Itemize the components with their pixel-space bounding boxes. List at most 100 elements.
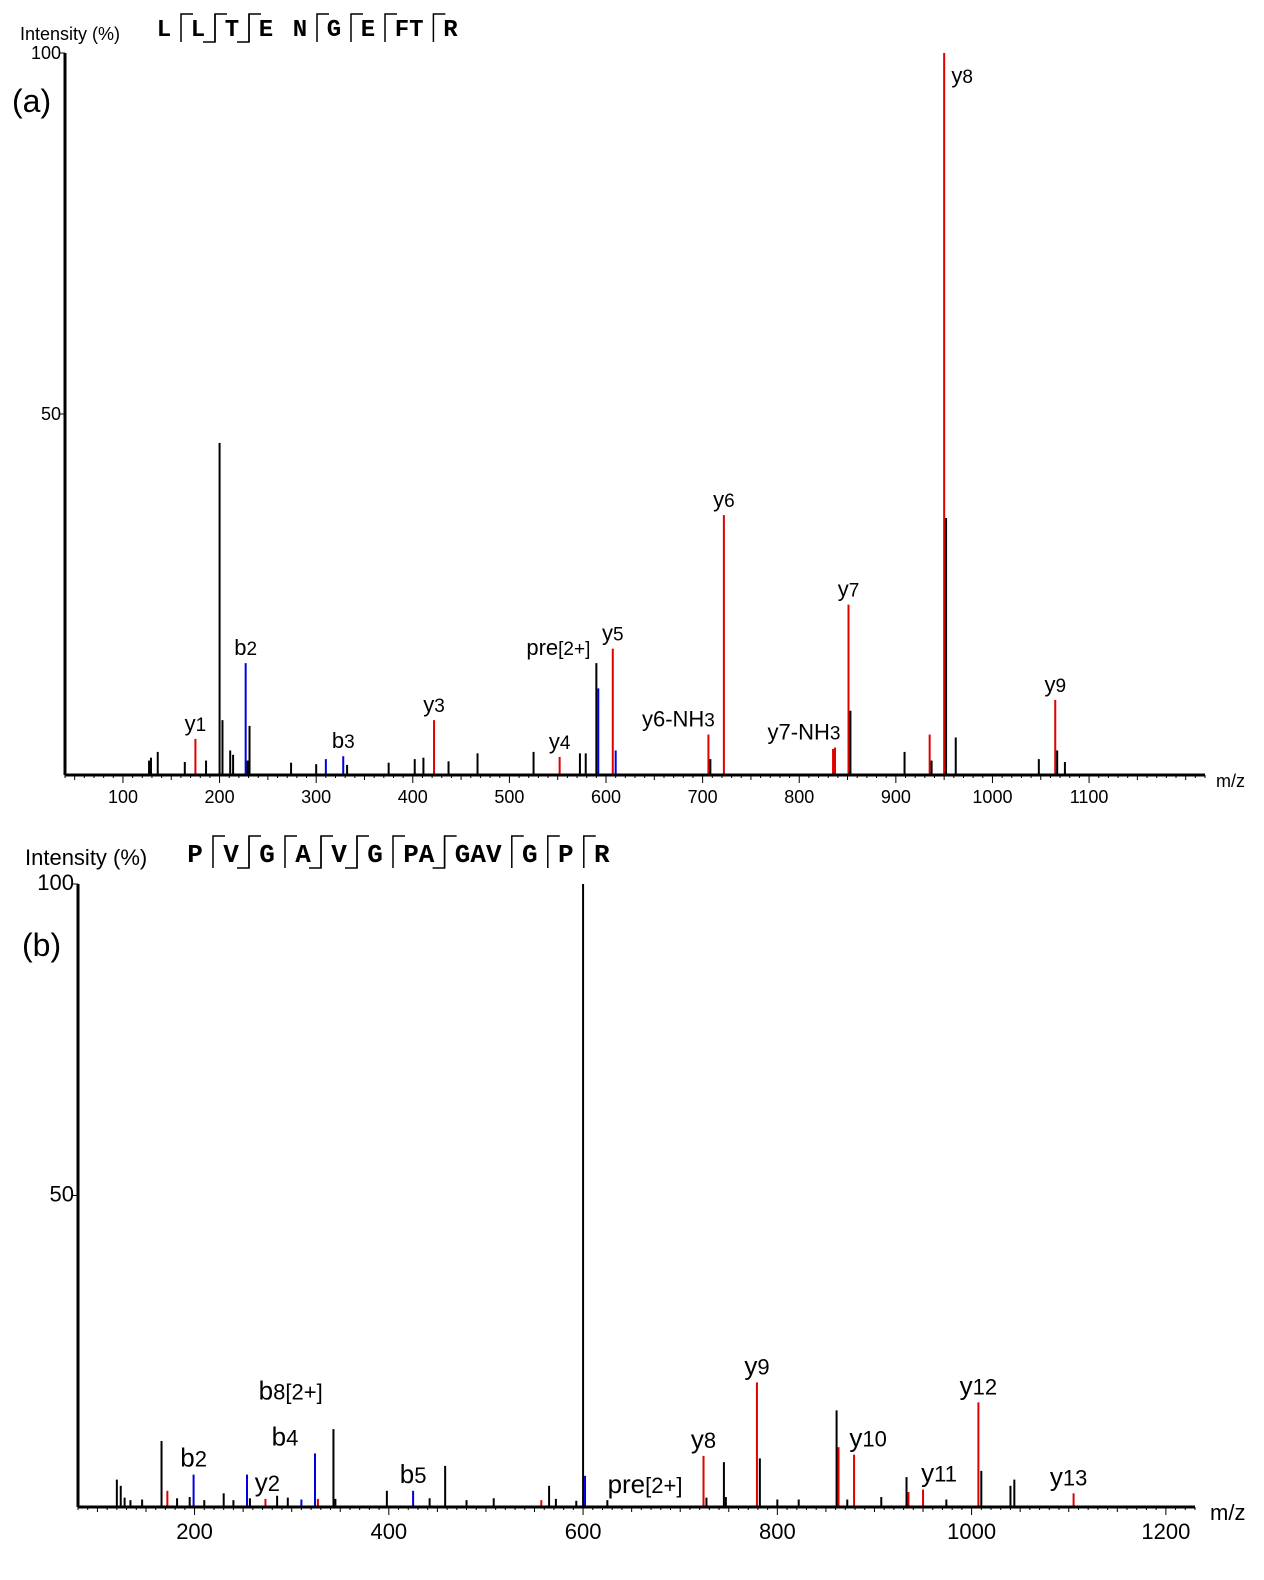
sequence-residue: G xyxy=(259,840,275,870)
peak-label: y11 xyxy=(921,1458,957,1488)
sequence-residue: N xyxy=(293,17,307,44)
y-ticks: 50 100 xyxy=(31,43,65,424)
peak-label: y10 xyxy=(849,1423,886,1453)
sequence-residue: G xyxy=(522,840,538,870)
y-ion-bracket xyxy=(320,835,333,868)
x-tick-label: 1200 xyxy=(1141,1519,1190,1544)
panel-label: (a) xyxy=(12,83,51,119)
peptide-sequence: L L T E N G E FT R xyxy=(157,13,458,44)
sequence-residue: FT xyxy=(395,17,424,44)
peak-label: y1 xyxy=(185,711,207,736)
x-tick-label: 200 xyxy=(176,1519,213,1544)
x-axis-label: m/z xyxy=(1210,1500,1245,1525)
peak-label: pre[2+] xyxy=(608,1469,683,1499)
peak-label: y9 xyxy=(744,1350,769,1380)
peak-label: y13 xyxy=(1050,1461,1087,1491)
x-tick-label: 900 xyxy=(881,787,911,807)
x-ticks: 200 400 600 800 1000 1200 xyxy=(176,1519,1190,1544)
y-ion-bracket xyxy=(443,835,457,868)
sequence-residue: A xyxy=(295,840,311,870)
peak-labels: b2 y2 b4 b8[2+] b5 pre[2+] y8 y9 y10 y11 y12 y13 xyxy=(180,1350,1087,1498)
x-tick-label: 400 xyxy=(370,1519,407,1544)
sequence-residue: GAV xyxy=(455,840,502,870)
y-axis-label: Intensity (%) xyxy=(25,845,147,870)
peak-label: y3 xyxy=(423,692,445,717)
peak-labels: y1 b2 b3 y3 y4 pre[2+] y5 y6-NH3 y6 y7-NH3 y7 y8 y9 xyxy=(185,63,1066,754)
x-tick-label: 1100 xyxy=(1070,787,1109,807)
y-ion-bracket xyxy=(384,13,397,42)
sequence-residue: V xyxy=(223,840,239,870)
x-tick-label: 400 xyxy=(398,787,428,807)
peak-label: b3 xyxy=(332,728,355,753)
sequence-residue: T xyxy=(225,17,239,44)
y-ion-bracket xyxy=(356,835,369,868)
y-ion-bracket xyxy=(284,835,297,868)
sequence-residue: P xyxy=(187,840,203,870)
sequence-residue: P xyxy=(558,840,574,870)
y-ion-bracket xyxy=(316,13,329,42)
x-tick-label: 800 xyxy=(759,1519,796,1544)
panel-label: (b) xyxy=(22,927,61,963)
sequence-residue: PA xyxy=(403,840,435,870)
y-tick-label: 100 xyxy=(37,870,74,895)
peak-label: y6-NH3 xyxy=(642,707,715,732)
x-tick-label: 700 xyxy=(688,787,718,807)
x-tick-label: 600 xyxy=(565,1519,602,1544)
peaks xyxy=(148,53,1066,775)
y-ion-bracket xyxy=(511,835,524,868)
x-tick-label: 600 xyxy=(591,787,621,807)
x-tick-label: 100 xyxy=(108,787,138,807)
axes xyxy=(63,53,1206,783)
peak-label: y6 xyxy=(713,487,735,512)
y-tick-label: 50 xyxy=(50,1182,74,1207)
x-tick-label: 1000 xyxy=(972,787,1012,807)
peak-label: y8 xyxy=(951,63,973,88)
sequence-residue: G xyxy=(367,840,383,870)
y-ion-bracket xyxy=(432,13,446,42)
peak-label: y4 xyxy=(549,729,571,754)
y-ion-bracket xyxy=(392,835,405,868)
sequence-residue: L xyxy=(191,17,205,44)
peptide-sequence: P V G A V G PA GAV G P R xyxy=(187,835,610,870)
peak-label: y2 xyxy=(255,1467,280,1497)
y-ion-bracket xyxy=(547,835,560,868)
peak-label: b2 xyxy=(180,1443,207,1473)
x-tick-label: 800 xyxy=(784,787,814,807)
sequence-residue: V xyxy=(331,840,347,870)
y-ticks: 50 100 xyxy=(37,870,78,1207)
y-ion-bracket xyxy=(248,13,261,42)
y-ion-bracket xyxy=(350,13,363,42)
sequence-residue: E xyxy=(259,17,273,44)
sequence-residue: G xyxy=(327,17,341,44)
peak-label: b4 xyxy=(272,1421,299,1451)
peak-label: y7-NH3 xyxy=(768,720,841,745)
y-ion-bracket xyxy=(214,13,227,42)
x-ticks: 100 200 300 400 500 600 700 800 900 1000 1100 xyxy=(108,787,1108,807)
sequence-residue: R xyxy=(594,840,610,870)
spectrum-panel-a: Intensity (%) L L T E N G E FT R (a) 100 200 300 40… xyxy=(12,13,1245,807)
x-tick-label: 200 xyxy=(205,787,235,807)
y-tick-label: 50 xyxy=(41,404,61,424)
x-axis-label: m/z xyxy=(1216,771,1245,791)
peak-label: pre[2+] xyxy=(526,635,590,660)
x-tick-label: 1000 xyxy=(947,1519,996,1544)
y-tick-label: 100 xyxy=(31,43,61,63)
y-ion-bracket xyxy=(180,13,193,42)
y-ion-bracket xyxy=(212,835,225,868)
peak-label: y9 xyxy=(1044,672,1066,697)
y-ion-bracket xyxy=(248,835,261,868)
y-ion-bracket xyxy=(583,835,596,868)
peak-label: y12 xyxy=(960,1370,997,1400)
peaks xyxy=(115,884,1075,1507)
peak-label: y5 xyxy=(602,621,624,646)
y-axis-label: Intensity (%) xyxy=(20,24,120,44)
sequence-residue: L xyxy=(157,17,171,44)
peak-label: b2 xyxy=(234,635,257,660)
sequence-residue: R xyxy=(443,17,458,44)
sequence-residue: E xyxy=(361,17,375,44)
x-tick-label: 500 xyxy=(494,787,524,807)
spectrum-panel-b: Intensity (%) P V G A V G PA GAV G P R (b) 200 400 6… xyxy=(22,835,1245,1544)
peak-label: b5 xyxy=(400,1459,427,1489)
peak-label: y7 xyxy=(838,577,860,602)
